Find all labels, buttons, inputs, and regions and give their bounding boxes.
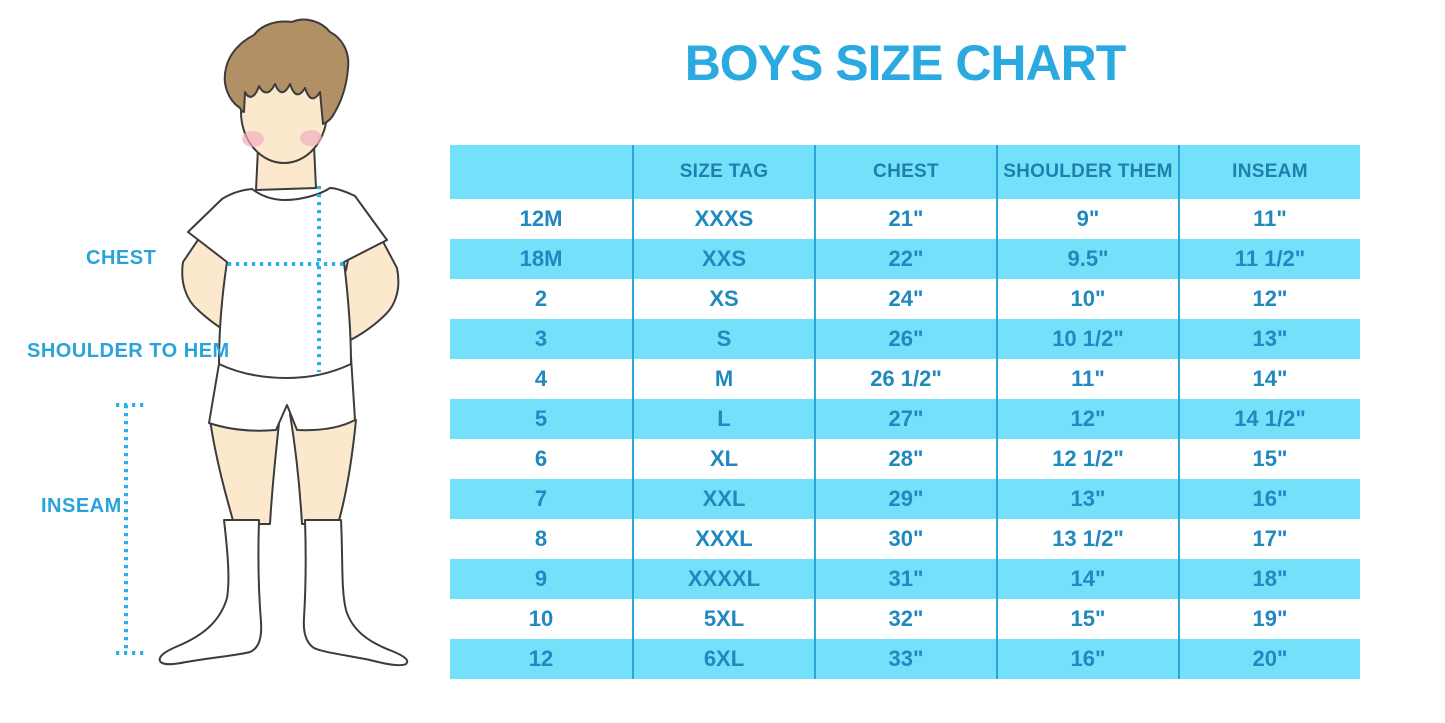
- table-row: 10 5XL 32" 15" 19": [450, 599, 1360, 639]
- table-cell: 14": [996, 559, 1178, 599]
- table-row: 12 6XL 33" 16" 20": [450, 639, 1360, 679]
- table-cell: 14 1/2": [1178, 399, 1360, 439]
- table-cell: 17": [1178, 519, 1360, 559]
- table-cell: 19": [1178, 599, 1360, 639]
- table-cell: 24": [814, 279, 996, 319]
- table-cell: 13 1/2": [996, 519, 1178, 559]
- table-cell: 12 1/2": [996, 439, 1178, 479]
- table-row: 7 XXL 29" 13" 16": [450, 479, 1360, 519]
- right-cheek: [300, 130, 322, 146]
- table-cell: 15": [996, 599, 1178, 639]
- table-row: 2 XS 24" 10" 12": [450, 279, 1360, 319]
- table-cell: 16": [1178, 479, 1360, 519]
- column-header-size-tag: SIZE TAG: [632, 145, 814, 199]
- table-row: 9 XXXXL 31" 14" 18": [450, 559, 1360, 599]
- table-cell: 9: [534, 566, 548, 591]
- table-cell: XXXXL: [632, 559, 814, 599]
- table-cell: 22": [814, 239, 996, 279]
- table-cell: 30": [814, 519, 996, 559]
- table-row: 5 L 27" 12" 14 1/2": [450, 399, 1360, 439]
- t-shirt: [187, 187, 388, 379]
- table-cell: XXXS: [632, 199, 814, 239]
- table-cell: XXL: [632, 479, 814, 519]
- table-cell: 10 1/2": [996, 319, 1178, 359]
- table-row: 8 XXXL 30" 13 1/2" 17": [450, 519, 1360, 559]
- hair: [223, 18, 350, 125]
- chest-label: CHEST: [86, 247, 157, 269]
- table-row: 6 XL 28" 12 1/2" 15": [450, 439, 1360, 479]
- table-cell: 11": [1178, 199, 1360, 239]
- table-cell: 31": [814, 559, 996, 599]
- size-table: SIZE TAG CHEST SHOULDER THEM INSEAM 12M …: [450, 145, 1360, 679]
- table-cell: L: [632, 399, 814, 439]
- column-header-blank: [450, 145, 632, 199]
- table-cell: 8: [534, 526, 548, 551]
- table-header-row: SIZE TAG CHEST SHOULDER THEM INSEAM: [450, 145, 1360, 199]
- table-cell: 11 1/2": [1178, 239, 1360, 279]
- table-cell: 4: [534, 366, 548, 391]
- table-cell: 28": [814, 439, 996, 479]
- table-cell: 12M: [519, 206, 563, 231]
- table-cell: 32": [814, 599, 996, 639]
- table-cell: 13": [996, 479, 1178, 519]
- table-cell: 26 1/2": [814, 359, 996, 399]
- table-cell: 9.5": [996, 239, 1178, 279]
- table-cell: 12: [528, 646, 554, 671]
- table-cell: 18M: [519, 246, 563, 271]
- table-cell: 33": [814, 639, 996, 679]
- table-cell: XS: [632, 279, 814, 319]
- left-sock: [158, 519, 263, 666]
- table-cell: 5XL: [632, 599, 814, 639]
- table-cell: S: [632, 319, 814, 359]
- table-cell: 15": [1178, 439, 1360, 479]
- table-row: 3 S 26" 10 1/2" 13": [450, 319, 1360, 359]
- table-cell: 6XL: [632, 639, 814, 679]
- right-sock: [302, 519, 409, 667]
- table-cell: 29": [814, 479, 996, 519]
- column-header-shoulder: SHOULDER THEM: [996, 145, 1178, 199]
- column-header-chest: CHEST: [814, 145, 996, 199]
- left-thigh: [209, 413, 281, 525]
- table-cell: 13": [1178, 319, 1360, 359]
- table-cell: 21": [814, 199, 996, 239]
- column-header-inseam: INSEAM: [1178, 145, 1360, 199]
- shoulder-to-hem-label: SHOULDER TO HEM: [27, 340, 230, 362]
- table-cell: XL: [632, 439, 814, 479]
- table-cell: 5: [534, 406, 548, 431]
- boy-illustration: [116, 18, 409, 667]
- table-cell: 12": [996, 399, 1178, 439]
- table-cell: XXS: [632, 239, 814, 279]
- table-cell: 12": [1178, 279, 1360, 319]
- table-cell: 14": [1178, 359, 1360, 399]
- table-cell: 10: [528, 606, 554, 631]
- table-row: 12M XXXS 21" 9" 11": [450, 199, 1360, 239]
- page-title: BOYS SIZE CHART: [684, 35, 1127, 91]
- table-cell: 7: [534, 486, 548, 511]
- table-cell: 11": [996, 359, 1178, 399]
- table-cell: 18": [1178, 559, 1360, 599]
- table-cell: M: [632, 359, 814, 399]
- table-cell: 27": [814, 399, 996, 439]
- table-cell: 10": [996, 279, 1178, 319]
- measurement-figure: CHEST SHOULDER TO HEM INSEAM: [0, 0, 450, 723]
- table-cell: XXXL: [632, 519, 814, 559]
- table-cell: 2: [534, 286, 548, 311]
- table-row: 18M XXS 22" 9.5" 11 1/2": [450, 239, 1360, 279]
- table-cell: 26": [814, 319, 996, 359]
- table-cell: 20": [1178, 639, 1360, 679]
- table-cell: 3: [534, 326, 548, 351]
- table-cell: 16": [996, 639, 1178, 679]
- table-cell: 6: [534, 446, 548, 471]
- inseam-label: INSEAM: [41, 495, 122, 517]
- table-row: 4 M 26 1/2" 11" 14": [450, 359, 1360, 399]
- table-cell: 9": [996, 199, 1178, 239]
- left-cheek: [242, 131, 264, 147]
